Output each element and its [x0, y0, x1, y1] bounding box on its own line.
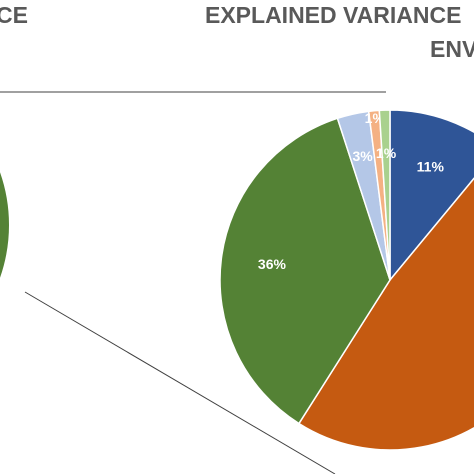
pie-slice: [389, 109, 474, 283]
data-label: 36%: [258, 256, 287, 272]
data-label: 1%: [376, 145, 397, 161]
pie-slice: [219, 117, 391, 425]
connector-line: [24, 291, 336, 474]
data-label: 11%: [417, 159, 445, 175]
data-label: 3%: [352, 148, 373, 164]
left-heading: CE: [0, 2, 28, 28]
left-pie-fragment: [0, 166, 11, 284]
chart-subtitle: ENV: [430, 36, 474, 62]
pie-slice: [378, 109, 391, 281]
chart-title: EXPLAINED VARIANCE: [205, 2, 461, 28]
pie-slice: [297, 177, 474, 451]
